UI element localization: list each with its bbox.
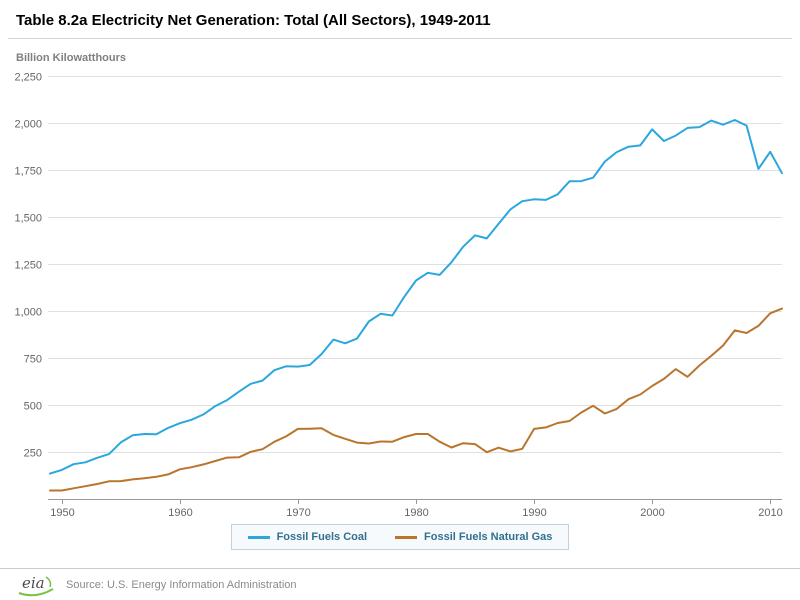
y-tick-label: 2,000 xyxy=(14,119,42,131)
y-tick-label: 1,750 xyxy=(14,166,42,178)
page-footer: eia Source: U.S. Energy Information Admi… xyxy=(0,568,800,600)
y-tick-label: 1,250 xyxy=(14,260,42,272)
source-attribution: Source: U.S. Energy Information Administ… xyxy=(66,578,297,591)
legend-item: Fossil Fuels Natural Gas xyxy=(395,531,552,543)
y-tick-label: 250 xyxy=(24,448,42,460)
legend-label: Fossil Fuels Coal xyxy=(276,531,368,543)
legend-swatch xyxy=(395,535,418,539)
y-tick-label: 2,250 xyxy=(14,72,42,84)
svg-text:eia: eia xyxy=(22,574,45,592)
x-tick-label: 1960 xyxy=(168,507,192,519)
y-axis-units-label: Billion Kilowatthours xyxy=(16,52,126,64)
y-tick-label: 1,000 xyxy=(14,307,42,319)
x-tick-label: 1970 xyxy=(286,507,310,519)
y-tick-label: 500 xyxy=(24,401,42,413)
chart-header: Table 8.2a Electricity Net Generation: T… xyxy=(8,0,792,39)
series-line-natural-gas xyxy=(49,307,783,492)
y-tick-label: 1,500 xyxy=(14,213,42,225)
legend-swatch xyxy=(247,535,270,539)
line-chart: 250 500 750 1,000 1,250 1,500 1,750 2,000 2,250 1… xyxy=(14,72,783,519)
x-tick-label: 1950 xyxy=(50,507,74,519)
eia-logo: eia xyxy=(16,572,56,598)
eia-logo-swoosh-icon: eia xyxy=(18,574,54,596)
chart-legend: Fossil Fuels Coal Fossil Fuels Natural Ga… xyxy=(230,524,570,550)
x-tick-label: 1980 xyxy=(404,507,428,519)
page-title: Table 8.2a Electricity Net Generation: T… xyxy=(16,12,491,29)
x-tick-label: 1990 xyxy=(522,507,546,519)
x-tick-label: 2000 xyxy=(640,507,664,519)
series-line-coal xyxy=(49,119,783,475)
legend-item: Fossil Fuels Coal xyxy=(247,531,368,543)
legend-label: Fossil Fuels Natural Gas xyxy=(424,531,553,543)
y-tick-label: 750 xyxy=(24,354,42,366)
x-tick-label: 2010 xyxy=(758,507,782,519)
